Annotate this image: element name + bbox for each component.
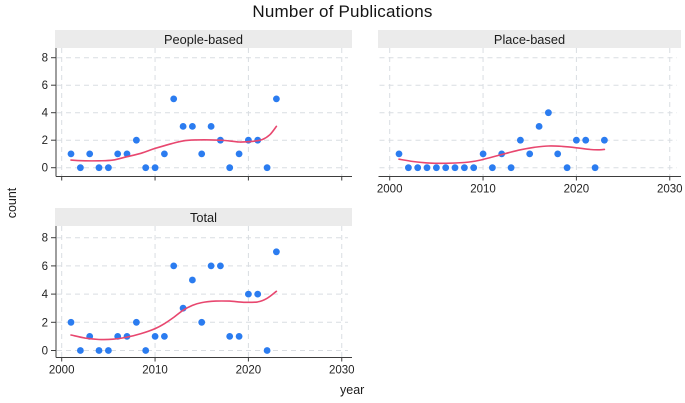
data-point xyxy=(507,164,515,172)
data-point xyxy=(95,347,103,354)
data-point xyxy=(451,164,459,172)
data-point xyxy=(207,262,215,270)
x-tick-label: 2030 xyxy=(657,184,683,196)
data-point xyxy=(217,262,224,270)
data-point xyxy=(442,164,450,172)
panel-header-place-based: Place-based xyxy=(378,30,681,48)
x-tick-label: 2030 xyxy=(329,365,355,377)
x-tick-label: 2000 xyxy=(49,365,75,377)
y-tick-label: 6 xyxy=(42,80,48,92)
data-point xyxy=(114,150,122,158)
y-tick-label: 4 xyxy=(42,108,49,120)
data-point xyxy=(86,150,94,158)
data-point xyxy=(77,164,84,172)
data-point xyxy=(245,290,252,298)
data-point xyxy=(207,123,215,130)
y-tick-label: 0 xyxy=(42,163,48,175)
data-point xyxy=(133,136,140,144)
y-tick-label: 8 xyxy=(42,233,48,245)
data-point xyxy=(151,164,159,172)
data-point xyxy=(535,123,543,130)
data-point xyxy=(273,248,280,256)
y-tick-label: 0 xyxy=(42,346,48,358)
data-point xyxy=(470,164,478,172)
data-point xyxy=(226,164,234,172)
data-point xyxy=(189,276,196,284)
data-point xyxy=(161,333,168,340)
data-point xyxy=(179,123,187,130)
data-point xyxy=(235,333,243,340)
x-tick-label: 2020 xyxy=(564,184,590,196)
chart-title: Number of Publications xyxy=(252,2,433,21)
data-point xyxy=(198,318,206,326)
data-point xyxy=(405,164,412,172)
x-tick-label: 2010 xyxy=(142,365,168,377)
data-point xyxy=(105,164,112,172)
data-point xyxy=(226,333,234,340)
data-point xyxy=(573,136,580,144)
data-point xyxy=(395,150,403,158)
trend-line xyxy=(70,125,278,162)
data-point xyxy=(77,347,84,354)
data-point xyxy=(591,164,599,172)
data-point xyxy=(273,95,280,103)
data-point xyxy=(105,347,112,354)
data-point xyxy=(151,333,159,340)
data-point xyxy=(433,164,440,172)
data-point xyxy=(563,164,571,172)
data-point xyxy=(489,164,496,172)
data-point xyxy=(170,95,178,103)
data-point xyxy=(601,136,608,144)
data-point xyxy=(170,262,178,270)
y-tick-label: 8 xyxy=(42,53,48,65)
data-point xyxy=(142,164,150,172)
y-tick-label: 2 xyxy=(42,317,48,329)
panel-header-total: Total xyxy=(55,208,352,226)
data-point xyxy=(545,109,552,117)
data-point xyxy=(198,150,206,158)
data-point xyxy=(263,347,271,354)
data-point xyxy=(67,150,75,158)
data-point xyxy=(263,164,271,172)
data-point xyxy=(95,164,103,172)
data-point xyxy=(517,136,524,144)
data-point xyxy=(582,136,590,144)
x-tick-label: 2000 xyxy=(377,184,403,196)
data-point xyxy=(189,123,196,130)
data-point xyxy=(133,318,140,326)
data-point xyxy=(142,347,150,354)
data-point xyxy=(423,164,431,172)
x-tick-label: 2020 xyxy=(236,365,262,377)
y-tick-label: 2 xyxy=(42,135,48,147)
data-point xyxy=(554,150,562,158)
y-tick-label: 6 xyxy=(42,261,48,273)
x-axis-title: year xyxy=(340,383,365,397)
y-tick-label: 4 xyxy=(42,289,49,301)
data-point xyxy=(479,150,487,158)
data-point xyxy=(254,290,262,298)
data-point xyxy=(461,164,468,172)
data-point xyxy=(67,318,75,326)
data-point xyxy=(414,164,422,172)
trend-line xyxy=(398,145,606,165)
panel-header-people-based: People-based xyxy=(55,30,352,48)
data-point xyxy=(526,150,534,158)
x-tick-label: 2010 xyxy=(470,184,496,196)
data-point xyxy=(235,150,243,158)
trend-line xyxy=(70,290,278,341)
data-point xyxy=(161,150,168,158)
